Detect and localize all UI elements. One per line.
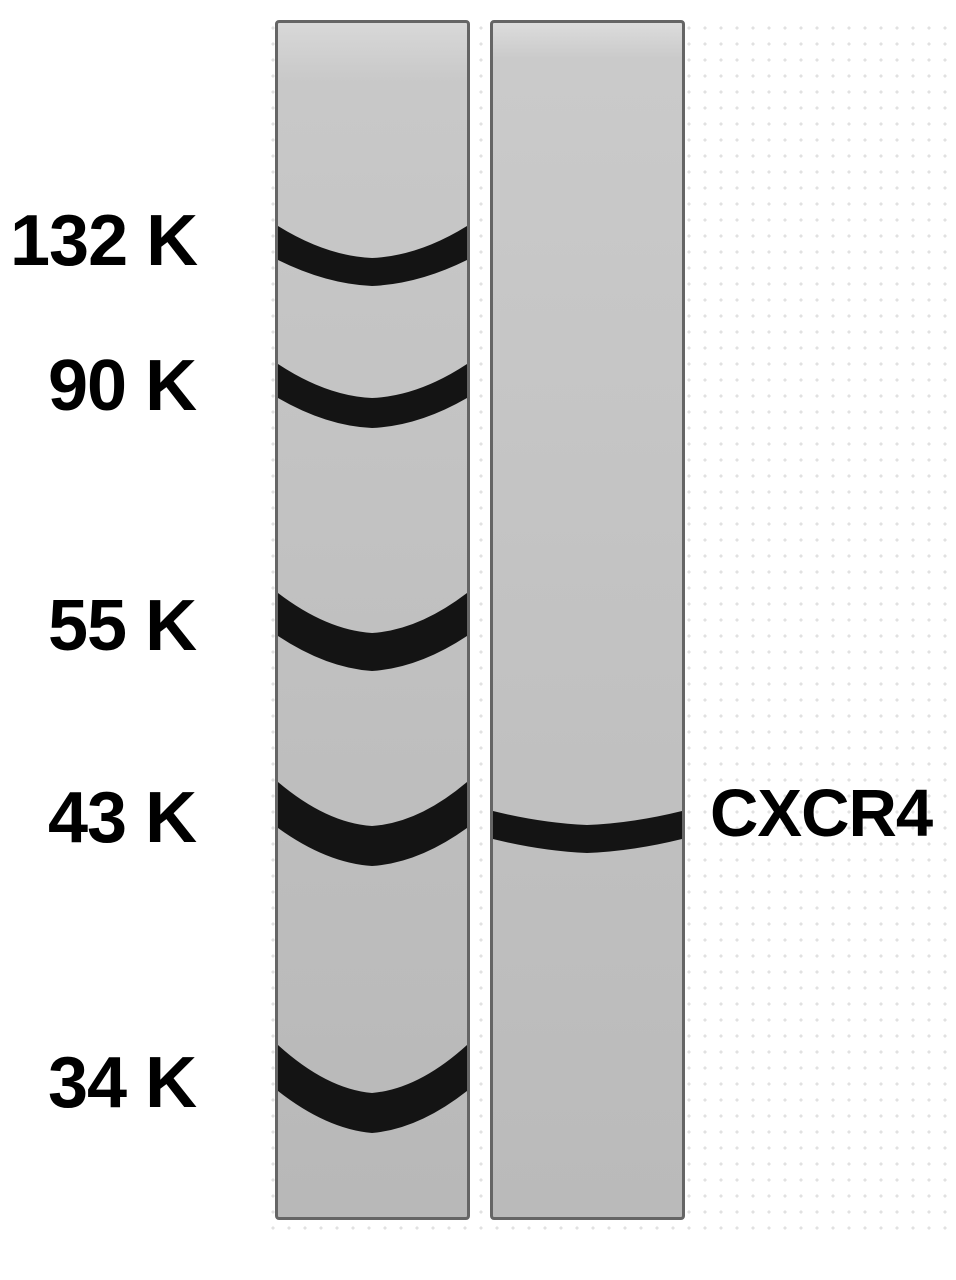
marker-band-43k [278, 778, 467, 868]
label-90k: 90 K [48, 345, 196, 427]
label-55k: 55 K [48, 585, 196, 667]
label-43k: 43 K [48, 777, 196, 859]
marker-band-34k [278, 1041, 467, 1136]
label-34k: 34 K [48, 1042, 196, 1124]
marker-lane [275, 20, 470, 1220]
marker-band-132k [278, 218, 467, 288]
sample-lane [490, 20, 685, 1220]
marker-band-90k [278, 358, 467, 430]
sample-band-cxcr4 [493, 801, 682, 856]
label-132k: 132 K [10, 200, 197, 282]
gel-region [275, 20, 685, 1230]
western-blot-figure: 132 K 90 K 55 K 43 K 34 K CXCR4 [0, 0, 956, 1280]
marker-band-55k [278, 588, 467, 673]
label-cxcr4: CXCR4 [710, 775, 932, 852]
